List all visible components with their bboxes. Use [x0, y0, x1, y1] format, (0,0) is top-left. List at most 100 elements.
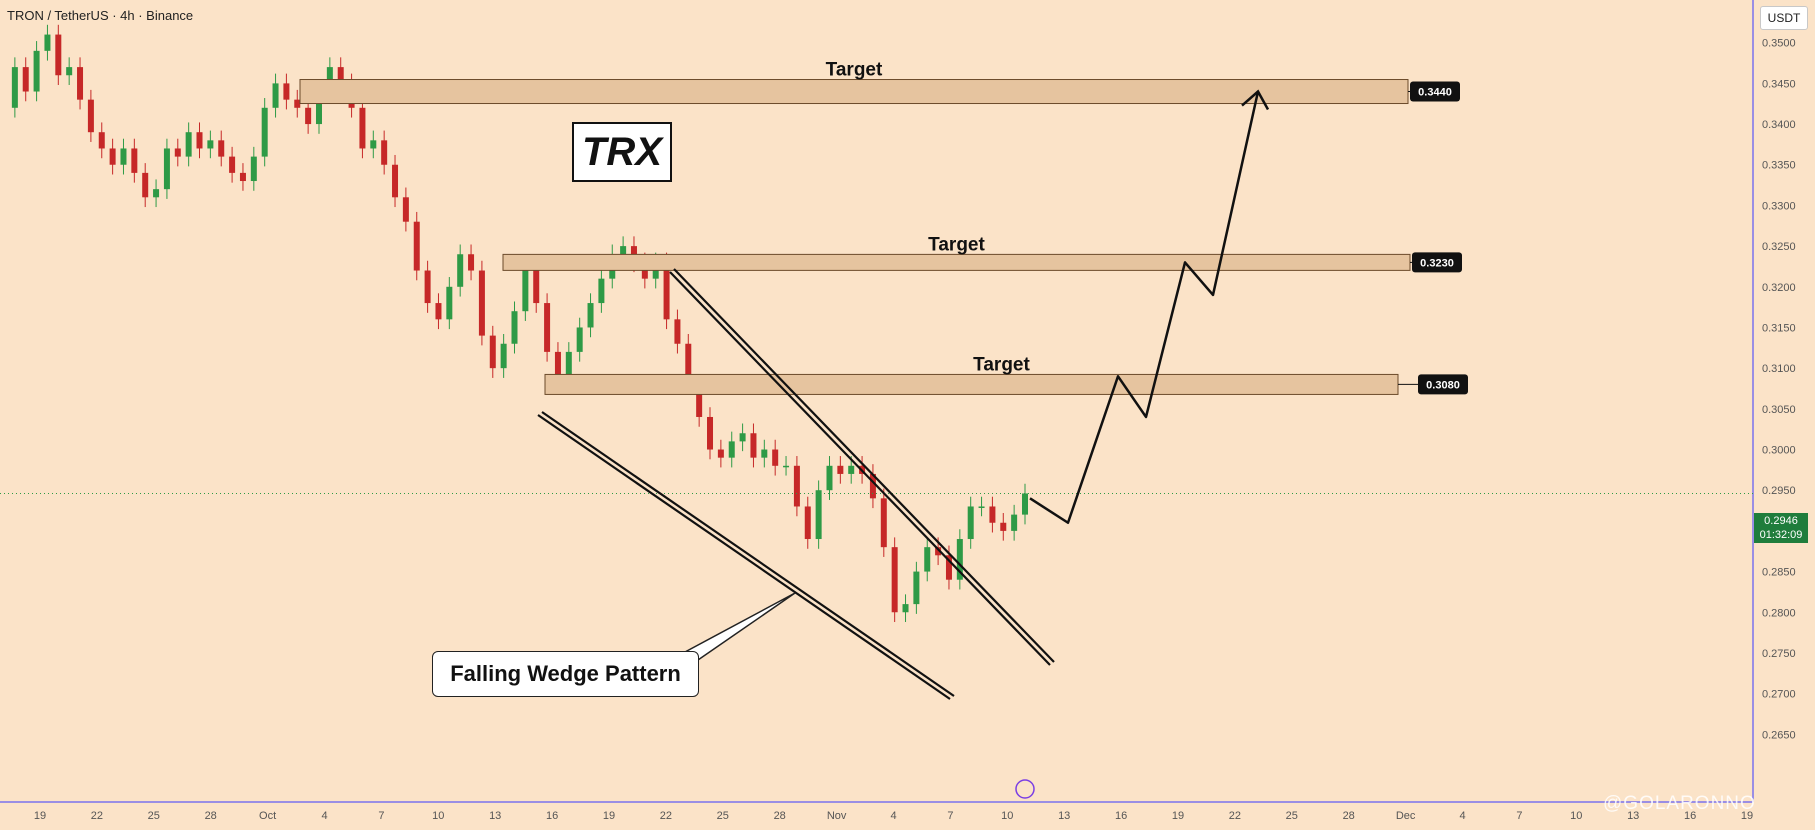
x-tick-label: 25	[717, 810, 729, 822]
candle-body	[707, 416, 714, 450]
candle-body	[468, 254, 475, 271]
chart-symbol-title[interactable]: TRON / TetherUS · 4h · Binance	[7, 8, 194, 23]
x-tick-label: 19	[1741, 810, 1753, 822]
candle-body	[196, 132, 203, 149]
x-tick-label: 22	[660, 810, 672, 822]
candle-body	[153, 189, 160, 198]
candle-body	[424, 270, 431, 304]
candle-body	[902, 604, 909, 613]
y-tick-label: 0.2800	[1762, 607, 1796, 619]
candle-body	[674, 319, 681, 344]
x-tick-label: Nov	[827, 810, 847, 822]
candle-body	[435, 303, 442, 320]
y-tick-label: 0.3050	[1762, 404, 1796, 416]
candle-body	[402, 197, 409, 222]
candle-body	[261, 107, 268, 157]
candle-body	[826, 465, 833, 491]
candle-body	[1000, 522, 1007, 531]
candle-body	[457, 254, 464, 287]
replay-icon	[1015, 779, 1035, 799]
x-tick-label: 7	[1516, 810, 1522, 822]
y-tick-label: 0.2700	[1762, 689, 1796, 701]
target-price-label: 0.3230	[1420, 257, 1454, 269]
x-tick-label: 19	[1172, 810, 1184, 822]
y-tick-label: 0.3250	[1762, 241, 1796, 253]
bar-countdown: 01:32:09	[1759, 529, 1803, 541]
price-axis-panel	[1753, 0, 1815, 802]
candle-body	[446, 286, 453, 320]
candle-body	[544, 303, 551, 352]
candle-body	[315, 91, 322, 125]
candle-body	[294, 99, 301, 108]
candle-body	[1011, 514, 1018, 531]
target-price-label: 0.3440	[1418, 87, 1452, 99]
x-tick-label: 13	[1058, 810, 1070, 822]
candle-body	[381, 140, 388, 165]
y-tick-label: 0.3200	[1762, 282, 1796, 294]
y-tick-label: 0.3150	[1762, 322, 1796, 334]
candle-body	[392, 164, 399, 198]
x-tick-label: 10	[1570, 810, 1582, 822]
symbol-label: TRX	[572, 122, 672, 182]
candle-body	[87, 99, 94, 133]
candle-body	[142, 172, 149, 198]
projection-arrowhead	[1241, 89, 1270, 111]
candle-body	[337, 67, 344, 84]
candle-body	[533, 270, 540, 304]
x-tick-label: 22	[91, 810, 103, 822]
candle-body	[576, 327, 583, 352]
candle-body	[989, 506, 996, 523]
y-tick-label: 0.3000	[1762, 445, 1796, 457]
candle-body	[44, 34, 51, 51]
currency-unit-button[interactable]: USDT	[1760, 6, 1808, 30]
wedge-lower-line	[541, 411, 955, 697]
x-tick-label: 16	[546, 810, 558, 822]
candle-body	[598, 278, 605, 304]
wedge-upper-line	[669, 271, 1051, 666]
y-tick-label: 0.3400	[1762, 119, 1796, 131]
candle-body	[880, 498, 887, 548]
y-tick-label: 0.2750	[1762, 648, 1796, 660]
candle-body	[804, 506, 811, 540]
candle-body	[11, 67, 18, 108]
candle-body	[229, 156, 236, 173]
candle-body	[218, 140, 225, 157]
candle-body	[522, 270, 529, 312]
candle-body	[207, 140, 214, 149]
callout-pointer	[683, 592, 796, 661]
candle-body	[935, 547, 942, 556]
target-label: Target	[826, 60, 883, 81]
x-tick-label: 13	[1627, 810, 1639, 822]
y-tick-label: 0.3500	[1762, 38, 1796, 50]
candle-body	[554, 351, 561, 385]
x-tick-label: 25	[1286, 810, 1298, 822]
candle-body	[98, 132, 105, 149]
candle-body	[924, 547, 931, 572]
candle-body	[750, 433, 757, 458]
x-tick-label: 28	[1343, 810, 1355, 822]
candle-body	[239, 172, 246, 182]
target-price-tag	[1412, 252, 1462, 273]
x-tick-label: 10	[1001, 810, 1013, 822]
y-tick-label: 0.2850	[1762, 567, 1796, 579]
candle-body	[163, 148, 170, 190]
x-tick-label: Dec	[1396, 810, 1416, 822]
last-price-tag: 0.2946 01:32:09	[1754, 513, 1808, 543]
candle-body	[283, 83, 290, 100]
candle-body	[913, 571, 920, 605]
candle-body	[272, 83, 279, 108]
candle-body	[620, 246, 627, 255]
candle-body	[359, 107, 366, 149]
candle-body	[250, 156, 257, 182]
candle-body	[956, 539, 963, 580]
x-tick-label: 10	[432, 810, 444, 822]
x-tick-label: 19	[34, 810, 46, 822]
x-tick-label: 28	[774, 810, 786, 822]
candle-body	[120, 148, 127, 165]
x-tick-label: 16	[1684, 810, 1696, 822]
candle-body	[305, 107, 312, 125]
last-price-value: 0.2946	[1764, 515, 1798, 527]
candle-body	[891, 547, 898, 613]
